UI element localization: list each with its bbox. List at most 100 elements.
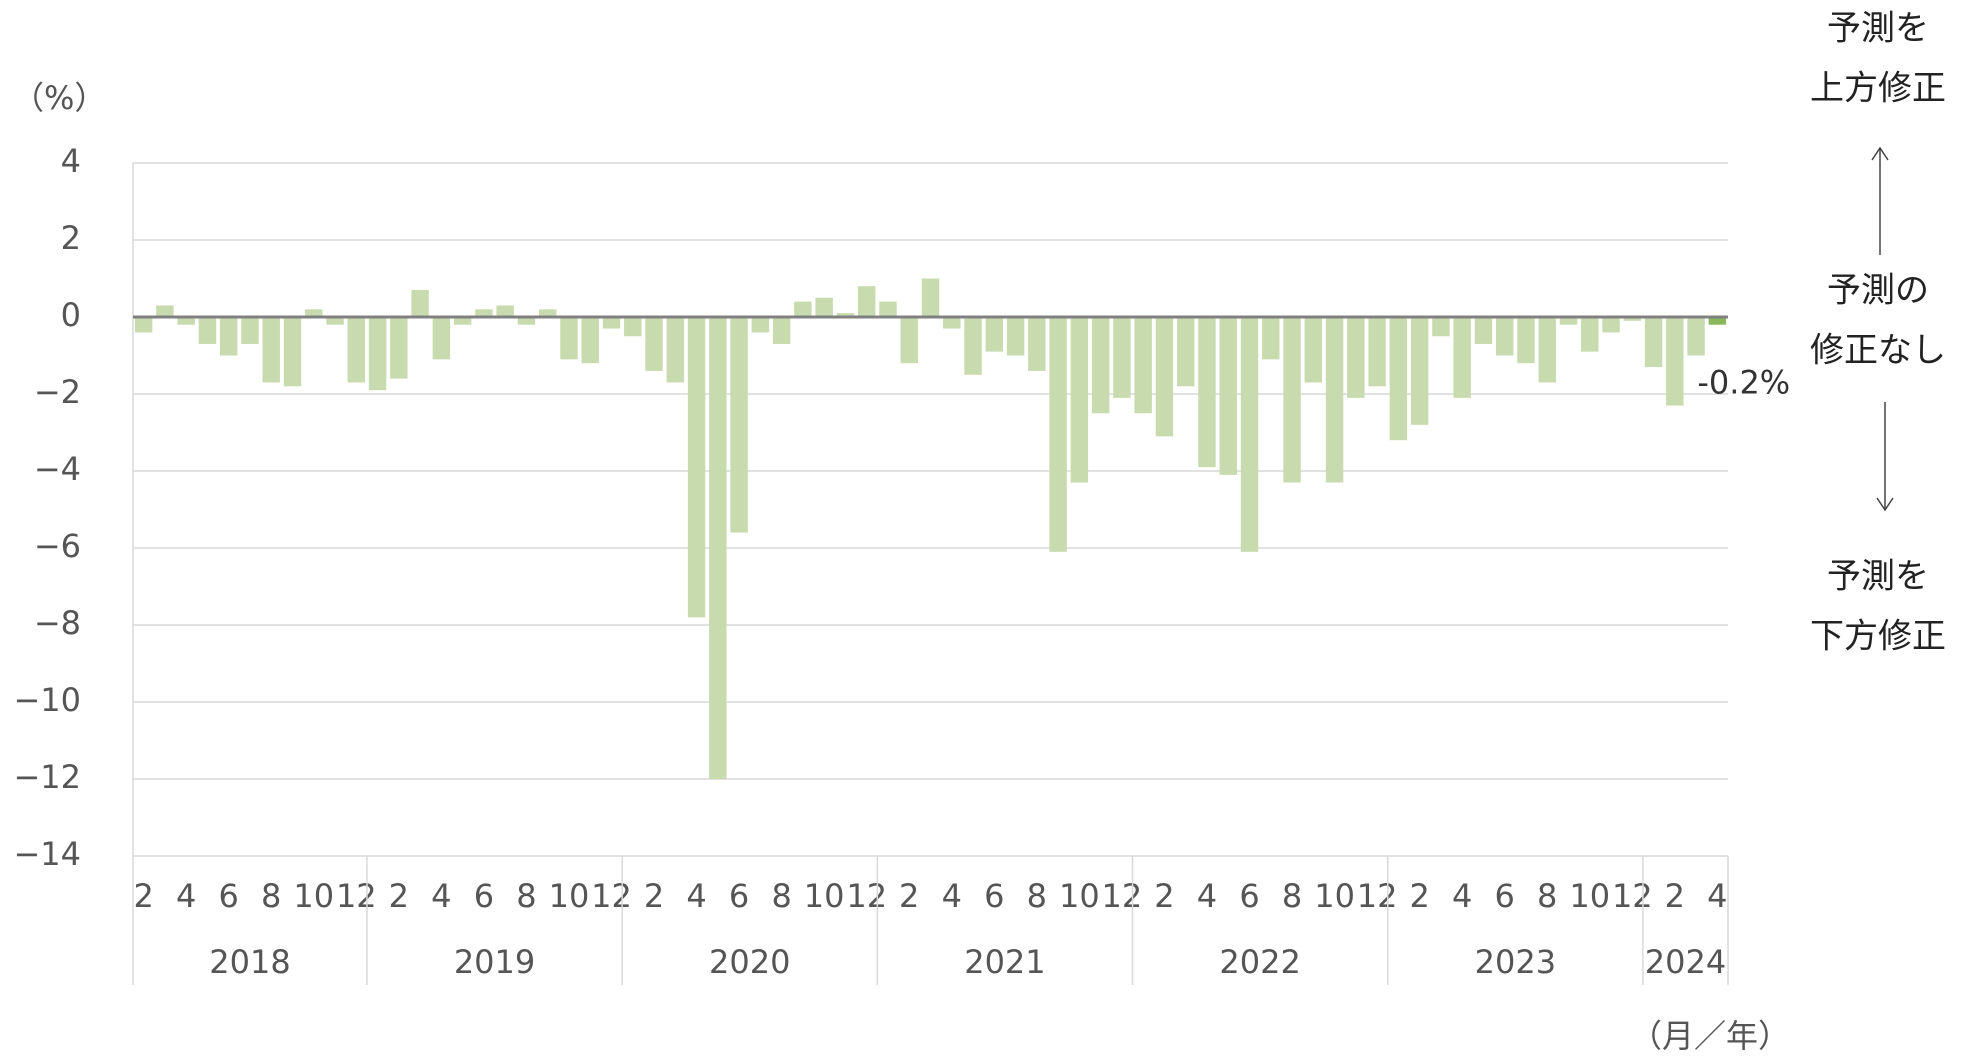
bar bbox=[1262, 317, 1280, 360]
x-tick-label: 4 bbox=[431, 877, 451, 915]
bar bbox=[709, 317, 727, 779]
x-tick-label: 4 bbox=[686, 877, 706, 915]
bar bbox=[964, 317, 982, 375]
bar bbox=[1240, 317, 1259, 552]
annotation: 修正なし bbox=[1810, 331, 1946, 371]
x-tick-label: 6 bbox=[984, 877, 1004, 915]
bar bbox=[1091, 317, 1110, 414]
bar bbox=[1176, 317, 1195, 387]
bar bbox=[1538, 317, 1556, 383]
x-tick-label: 10 bbox=[293, 877, 334, 915]
y-tick-label: −2 bbox=[34, 373, 81, 411]
bar bbox=[645, 317, 663, 371]
x-tick-label: 8 bbox=[1282, 877, 1302, 915]
year-label: 2022 bbox=[1219, 943, 1300, 981]
x-tick-label: 4 bbox=[942, 877, 962, 915]
x-tick-label: 4 bbox=[1197, 877, 1217, 915]
bar bbox=[1559, 317, 1578, 325]
x-tick-label: 4 bbox=[176, 877, 196, 915]
y-unit: （%） bbox=[12, 79, 106, 117]
bar bbox=[1708, 317, 1727, 325]
year-label: 2021 bbox=[964, 943, 1045, 981]
x-tick-label: 4 bbox=[1452, 877, 1472, 915]
x-tick-label: 2 bbox=[133, 877, 153, 915]
bar bbox=[1644, 317, 1663, 368]
annotation: 下方修正 bbox=[1810, 617, 1946, 657]
bar bbox=[134, 317, 153, 333]
x-tick-label: 12 bbox=[846, 877, 887, 915]
data-label: -0.2% bbox=[1697, 364, 1790, 402]
bar bbox=[666, 317, 685, 383]
annotation: 予測の bbox=[1827, 271, 1929, 311]
bar bbox=[1517, 317, 1535, 364]
bar bbox=[985, 317, 1004, 352]
bar bbox=[1495, 317, 1514, 356]
bar bbox=[453, 317, 472, 325]
bar bbox=[517, 317, 536, 325]
bar bbox=[1474, 317, 1493, 344]
bar bbox=[1581, 317, 1599, 352]
bar bbox=[305, 309, 323, 317]
y-tick-label: −12 bbox=[13, 758, 81, 796]
bar bbox=[1134, 317, 1152, 414]
bar bbox=[794, 301, 812, 317]
bar bbox=[411, 290, 429, 317]
bar bbox=[943, 317, 961, 329]
bar bbox=[347, 317, 366, 383]
bar bbox=[496, 305, 514, 317]
bar bbox=[390, 317, 408, 379]
bar bbox=[900, 317, 918, 364]
year-label: 2023 bbox=[1475, 943, 1556, 981]
bar bbox=[560, 317, 578, 360]
bar bbox=[1347, 317, 1365, 398]
bar bbox=[602, 317, 621, 329]
bar bbox=[432, 317, 451, 360]
bar bbox=[624, 317, 642, 337]
x-tick-label: 2 bbox=[1409, 877, 1429, 915]
bar bbox=[1219, 317, 1237, 475]
x-tick-label: 6 bbox=[1495, 877, 1515, 915]
x-tick-label: 2 bbox=[389, 877, 409, 915]
x-tick-label: 10 bbox=[549, 877, 590, 915]
y-tick-label: 0 bbox=[61, 296, 81, 334]
y-tick-label: −14 bbox=[13, 835, 81, 873]
arrow-down-head bbox=[1876, 497, 1894, 512]
y-tick-label: 2 bbox=[61, 219, 81, 257]
x-tick-label: 12 bbox=[1357, 877, 1398, 915]
x-tick-label: 2 bbox=[1154, 877, 1174, 915]
bar bbox=[879, 301, 897, 317]
bar bbox=[1453, 317, 1471, 398]
x-tick-label: 2 bbox=[644, 877, 664, 915]
bar bbox=[475, 309, 493, 317]
bar bbox=[1006, 317, 1025, 356]
x-tick-label: 6 bbox=[474, 877, 494, 915]
bar bbox=[1602, 317, 1620, 333]
bar bbox=[1049, 317, 1067, 552]
bar bbox=[1432, 317, 1450, 337]
arrow-up-head bbox=[1871, 146, 1889, 161]
bar bbox=[581, 317, 599, 364]
x-tick-label: 8 bbox=[771, 877, 791, 915]
bar bbox=[538, 309, 557, 317]
bar bbox=[1198, 317, 1216, 468]
bar bbox=[730, 317, 748, 533]
bar bbox=[815, 297, 833, 317]
annotation: 上方修正 bbox=[1810, 69, 1946, 109]
year-label: 2018 bbox=[209, 943, 290, 981]
x-tick-label: 8 bbox=[261, 877, 281, 915]
bar bbox=[1410, 317, 1429, 425]
bar bbox=[1623, 317, 1642, 321]
bar bbox=[1389, 317, 1408, 441]
x-tick-label: 4 bbox=[1707, 877, 1727, 915]
bar bbox=[1155, 317, 1174, 437]
bar bbox=[1113, 317, 1131, 398]
bar bbox=[368, 317, 387, 391]
bar bbox=[1028, 317, 1046, 371]
x-tick-label: 2 bbox=[1665, 877, 1685, 915]
x-tick-label: 6 bbox=[1239, 877, 1259, 915]
x-tick-label: 12 bbox=[336, 877, 377, 915]
y-tick-label: −4 bbox=[34, 450, 81, 488]
annotation: 予測を bbox=[1827, 557, 1929, 597]
year-label: 2024 bbox=[1645, 943, 1726, 981]
x-tick-label: 12 bbox=[1102, 877, 1143, 915]
